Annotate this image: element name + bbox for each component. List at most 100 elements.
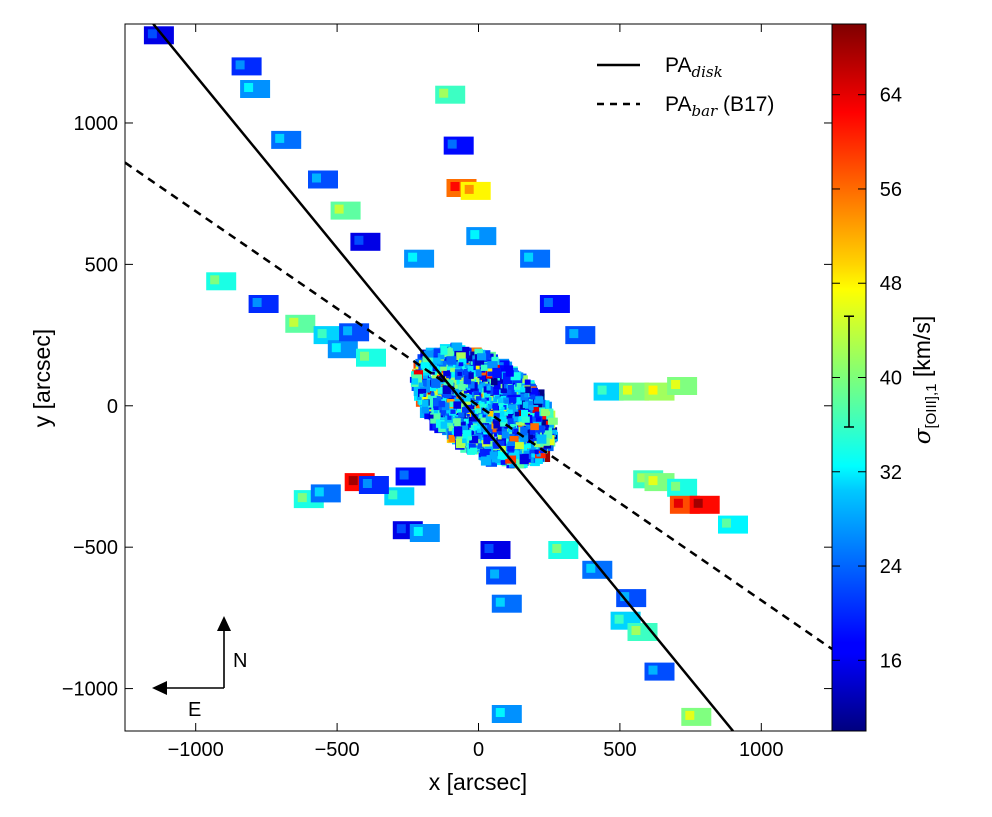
- legend-bar-main: PA: [665, 93, 691, 116]
- scatter-point: [518, 450, 523, 455]
- scatter-point: [481, 421, 485, 426]
- scatter-point: [419, 393, 424, 397]
- scatter-point: [521, 416, 530, 423]
- scatter-point: [520, 420, 527, 426]
- scatter-point: [503, 372, 513, 384]
- scatter-point: [497, 440, 505, 447]
- scatter-point: [521, 409, 528, 419]
- scatter-point: [446, 366, 455, 378]
- colorbar-error-bar: [844, 315, 854, 428]
- y-tick-label: 0: [107, 396, 118, 418]
- scatter-tile-fragment: [495, 708, 505, 717]
- scatter-point: [487, 366, 496, 377]
- x-tick-label: 500: [603, 739, 636, 761]
- scatter-point: [431, 378, 441, 388]
- scatter-tile-fragment: [334, 204, 344, 214]
- scatter-point: [503, 389, 512, 400]
- scatter-point: [473, 398, 477, 403]
- scatter-point: [530, 423, 539, 431]
- scatter-point: [431, 375, 437, 381]
- east-arrow-icon: [152, 681, 167, 695]
- scatter-point: [462, 365, 466, 371]
- scatter-point: [437, 353, 446, 360]
- colorbar-tick-label: 16: [880, 650, 902, 672]
- scatter-point: [480, 382, 486, 388]
- scatter-point: [441, 409, 447, 414]
- scatter-point: [413, 386, 422, 397]
- colorbar-tick-label: 24: [880, 556, 902, 578]
- scatter-point: [536, 453, 541, 457]
- scatter-point: [475, 396, 482, 401]
- scatter-tile-fragment: [317, 329, 327, 339]
- x-axis-ticks: −1000 −500 0 500 1000: [168, 24, 784, 761]
- scatter-point: [460, 425, 469, 432]
- scatter-point: [499, 372, 503, 376]
- scatter-point: [440, 362, 447, 371]
- scatter-point: [481, 398, 487, 404]
- scatter-point: [461, 407, 469, 413]
- scatter-point: [467, 436, 472, 440]
- scatter-tile-fragment: [244, 83, 254, 92]
- scatter-point: [507, 418, 514, 425]
- scatter-point: [519, 453, 529, 465]
- scatter-point: [514, 411, 520, 417]
- scatter-point: [487, 371, 494, 377]
- x-tick-label: 0: [473, 739, 484, 761]
- colorbar-label-sub: [OIII],1: [923, 384, 940, 429]
- scatter-point: [454, 384, 458, 389]
- scatter-point: [516, 383, 522, 388]
- scatter-point: [447, 422, 452, 427]
- scatter-point: [547, 417, 558, 425]
- colorbar-label: σ[OIII],1 [km/s]: [909, 316, 940, 444]
- scatter-tile-fragment: [648, 385, 658, 395]
- scatter-point: [466, 414, 470, 417]
- scatter-tile-fragment: [673, 498, 683, 508]
- scatter-point: [433, 406, 439, 411]
- scatter-point: [479, 448, 487, 457]
- scatter-point: [438, 386, 446, 394]
- scatter-point: [485, 416, 492, 423]
- scatter-tile-fragment: [484, 544, 494, 553]
- scatter-point: [469, 435, 479, 444]
- colorbar-tick-label: 48: [880, 273, 902, 295]
- scatter-tile-fragment: [210, 275, 220, 285]
- pa-lines-layer: [125, 24, 832, 731]
- scatter-point: [450, 367, 456, 372]
- scatter-point: [510, 372, 521, 381]
- scatter-point: [482, 414, 487, 418]
- colorbar-ticks: 16 24 32 40 48 56 64: [832, 85, 902, 672]
- scatter-tile-fragment: [147, 29, 157, 39]
- y-tick-label: −500: [73, 537, 118, 559]
- scatter-point: [530, 394, 536, 400]
- scatter-point: [455, 438, 466, 449]
- scatter-point: [487, 410, 494, 417]
- scatter-point: [455, 361, 462, 369]
- scatter-tile-fragment: [331, 343, 341, 353]
- legend-disk-sub: disk: [691, 63, 722, 81]
- scatter-point: [433, 387, 442, 398]
- scatter-point: [442, 397, 447, 401]
- scatter-point: [479, 425, 488, 433]
- scatter-point: [468, 443, 476, 449]
- scatter-tile-fragment: [297, 493, 307, 503]
- scatter-point: [422, 356, 432, 365]
- scatter-point: [504, 411, 509, 416]
- scatter-point: [494, 398, 498, 402]
- x-tick-label: −1000: [168, 739, 224, 761]
- scatter-point: [446, 356, 457, 365]
- scatter-point: [463, 418, 469, 424]
- scatter-point: [508, 450, 519, 459]
- scatter-point: [458, 362, 464, 367]
- scatter-point: [428, 414, 434, 419]
- scatter-point: [526, 443, 531, 449]
- scatter-tile-fragment: [543, 298, 553, 307]
- scatter-point: [501, 427, 508, 434]
- scatter-point: [520, 387, 526, 393]
- scatter-point: [502, 431, 508, 437]
- scatter-point: [483, 437, 491, 445]
- scatter-point: [448, 425, 456, 432]
- scatter-point: [492, 441, 500, 449]
- scatter-point: [534, 396, 544, 404]
- scatter-point: [533, 433, 539, 440]
